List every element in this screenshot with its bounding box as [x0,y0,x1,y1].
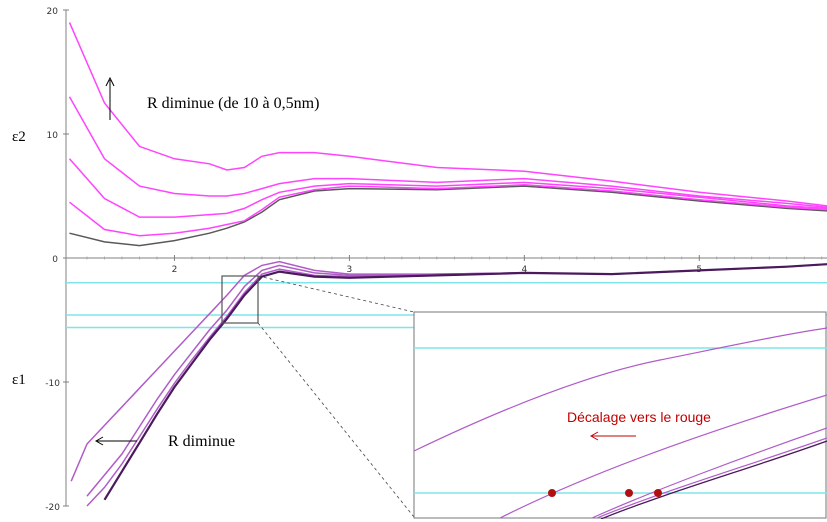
epsilon2-series-line [69,184,827,237]
epsilon2-series-line [68,96,827,208]
zoom-connector-top [257,275,415,313]
epsilon2-panel: 20 10 0 ε2 R diminue (de 10 à 0,5nm) [12,7,827,265]
zoom-connector-bottom [257,322,415,518]
epsilon2-series-line [68,22,827,207]
top-series-group [68,22,827,247]
bottom-annotation-text: R diminue [168,433,235,450]
bottom-annotation: R diminue [94,433,235,450]
up-arrow-head-icon [105,76,115,87]
x-tick-label: 3 [347,265,353,275]
epsilon1-series-line [103,263,827,501]
inset-marker [654,489,662,497]
zoom-inset: Décalage vers le rouge [413,311,827,519]
inset-marker [548,489,556,497]
inset-left-arrow-head-icon [589,431,599,441]
top-annotation-text: R diminue (de 10 à 0,5nm) [147,95,319,112]
inset-curve-dark [600,440,827,519]
bottom-series-group [70,260,827,507]
x-tick-label: 2 [172,265,178,275]
inset-curve [596,437,827,519]
epsilon2-series-line [69,185,827,247]
inset-curve [414,327,827,452]
inset-annotation-text: Décalage vers le rouge [567,409,711,425]
zoom-inset-frame [413,311,827,519]
top-annotation: R diminue (de 10 à 0,5nm) [105,76,319,120]
left-arrow-head-icon [94,436,104,446]
y-tick-label: 20 [47,7,59,17]
y-tick-label: -10 [45,379,60,389]
epsilon2-axis-label: ε2 [12,129,26,145]
bottom-y-ticks: -10 -20 [45,379,69,513]
y-tick-label: 10 [47,131,59,141]
zoom-region-box [221,275,259,324]
inset-curve [591,427,827,519]
epsilon2-series-line [68,158,827,218]
epsilon1-axis-label: ε1 [12,372,26,388]
x-tick-label: 4 [521,265,527,275]
y-tick-label: 0 [52,255,58,265]
inset-curve [499,394,827,519]
y-tick-label: -20 [45,503,60,513]
inset-marker [625,489,633,497]
